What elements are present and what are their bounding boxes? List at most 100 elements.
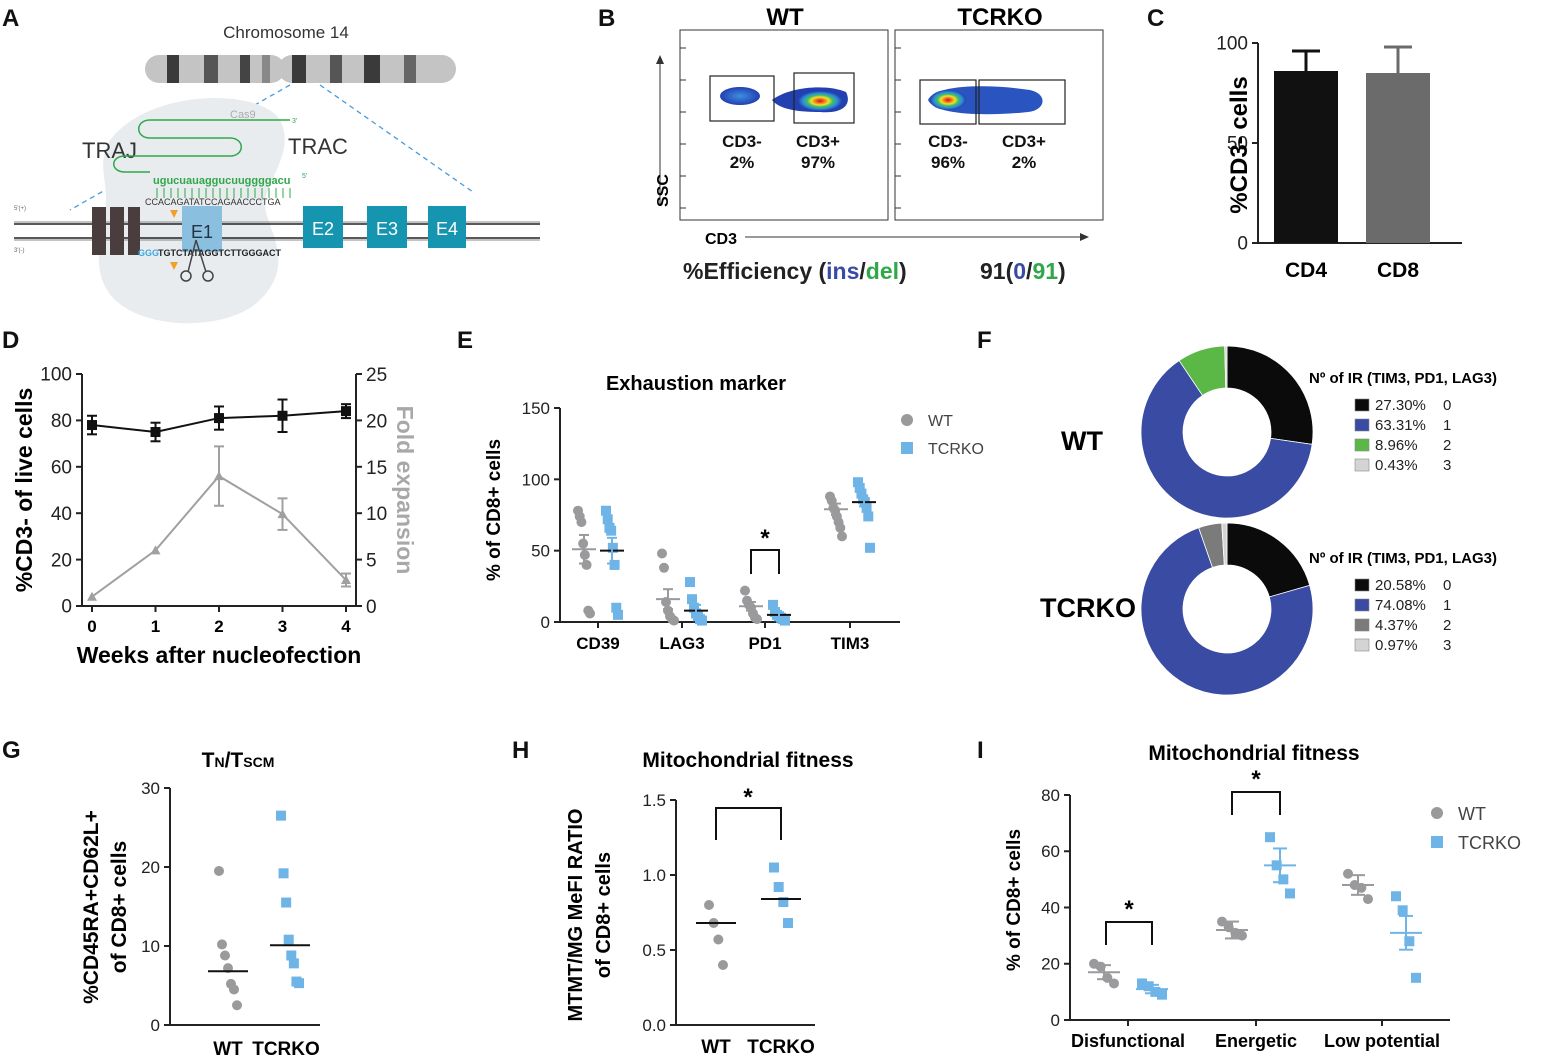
e-tcrko-point xyxy=(856,488,867,499)
e-tcrko-point xyxy=(606,525,617,536)
d-cd3-point xyxy=(150,427,161,437)
e-tcrko-point xyxy=(854,482,865,493)
e-tcrko-point xyxy=(685,577,695,588)
i-tcrko-point xyxy=(1397,905,1408,916)
bottom-sequence: TGTCTATAGGTCTTGGGACT xyxy=(158,248,281,258)
e-x-label: PD1 xyxy=(748,634,781,653)
exon-e1-label: E1 xyxy=(191,222,213,242)
f-tcrko-slice-3 xyxy=(1221,522,1228,566)
cut-marker-top xyxy=(170,210,178,218)
sgrna-5prime: 5' xyxy=(302,173,307,180)
efficiency-label: %Efficiency (ins/del) xyxy=(683,258,907,284)
i-tcrko-point xyxy=(1137,978,1147,989)
c-ytick-label: 50 xyxy=(1227,134,1248,155)
i-ytick-label: 80 xyxy=(1041,786,1060,805)
e-tcrko-point xyxy=(601,505,611,516)
d-cd3-point xyxy=(341,406,351,417)
wt-gate-neg-label: CD3- xyxy=(722,132,762,151)
g-point xyxy=(278,868,289,879)
h-x-label: TCRKO xyxy=(747,1037,815,1058)
e-tcrko-point xyxy=(602,514,613,525)
wt-gate-pos-label: CD3+ xyxy=(796,132,840,151)
d-y2-axis-label: Fold expansion xyxy=(392,406,418,575)
exon-e1 xyxy=(182,206,222,252)
panel-letter-c: C xyxy=(1147,5,1164,32)
g-title-part: /T xyxy=(225,749,244,772)
e-ytick-label: 100 xyxy=(522,470,550,489)
f-legend-pct: 27.30% xyxy=(1375,397,1426,414)
cd3-arrowhead xyxy=(1080,233,1089,241)
d-cd3-point xyxy=(277,410,288,421)
h-point xyxy=(778,897,789,907)
e-significance-bracket xyxy=(750,549,780,574)
f-wt-label: WT xyxy=(1061,426,1103,456)
strand-top-label: 5'(+) xyxy=(14,206,26,212)
d-fold-point xyxy=(150,545,161,555)
panel-letter-g: G xyxy=(2,737,21,764)
exon-e4-label: E4 xyxy=(436,219,458,239)
e-ytick-label: 50 xyxy=(531,542,550,561)
panel-c-bar-chart: 0 50 100 CD4 CD8 %CD3- cells xyxy=(1216,34,1462,282)
f-legend-swatch xyxy=(1354,398,1370,412)
f-legend-swatch xyxy=(1354,618,1370,632)
d-ytick-label: 20 xyxy=(51,550,72,571)
g-x-label: TCRKO xyxy=(252,1039,320,1058)
g-point xyxy=(281,897,292,908)
i-significance-star-1: * xyxy=(1124,896,1134,923)
e-tcrko-point xyxy=(863,511,874,522)
flow-wt-plot-frame xyxy=(679,29,889,221)
e-title: Exhaustion marker xyxy=(606,373,786,395)
i-tcrko-point xyxy=(1285,888,1295,899)
d-cd3-point xyxy=(214,413,224,424)
panel-i-scatter: Mitochondrial fitness 0 20 40 60 80 Disfunctio… xyxy=(1004,742,1521,1051)
e-ytick-label: 0 xyxy=(541,613,550,632)
f-tcrko-label: TCRKO xyxy=(1040,593,1136,623)
g-title-part: SCM xyxy=(243,754,274,770)
h-ytick-label: 1.0 xyxy=(642,866,666,885)
i-x-label: Low potential xyxy=(1324,1031,1440,1051)
h-point xyxy=(773,882,784,892)
f-wt-slice-0 xyxy=(1226,345,1314,445)
e-tcrko-point xyxy=(780,615,790,626)
f-wt-slice-3 xyxy=(1224,345,1228,389)
e-wt-point xyxy=(740,585,750,596)
i-tcrko-point xyxy=(1411,972,1421,983)
c-bar-cd4 xyxy=(1274,71,1338,243)
panel-e-exhaustion-chart: Exhaustion marker 0 50 100 150 CD39 LAG3 PD1 TIM… xyxy=(484,373,984,653)
e-x-label: CD39 xyxy=(576,634,619,653)
d-y2tick-label: 25 xyxy=(366,365,387,386)
h-y-axis-label-2: of CD8+ cells xyxy=(593,852,615,978)
d-fold-point xyxy=(277,509,288,519)
d-ytick-label: 0 xyxy=(61,597,72,618)
c-x-label: CD4 xyxy=(1285,259,1327,282)
e-ytick-label: 150 xyxy=(522,399,550,418)
e-tcrko-point xyxy=(687,594,697,605)
g-point xyxy=(217,939,227,950)
d-y2tick-label: 10 xyxy=(366,504,387,525)
i-tcrko-point xyxy=(1143,981,1154,992)
d-ytick-label: 40 xyxy=(51,504,72,525)
flow-wt-title: WT xyxy=(766,4,804,31)
panel-d-line-chart: 0 20 40 60 80 100 0 5 10 15 20 25 0 1 2 3 4 %CD3- of live… xyxy=(11,365,418,668)
panel-a-schematic: Chromosome 14 Cas9 TRAJ TRAC 3' ugucuaua… xyxy=(14,23,540,324)
e-wt-point xyxy=(837,531,847,542)
g-point xyxy=(232,1000,242,1011)
cas9-label: Cas9 xyxy=(230,109,256,121)
c-x-label: CD8 xyxy=(1377,259,1419,282)
f-legend-pct: 20.58% xyxy=(1375,577,1426,594)
e-tcrko-point xyxy=(613,609,623,620)
g-point xyxy=(214,865,224,876)
d-y-axis-label: %CD3- of live cells xyxy=(11,388,37,593)
c-y-axis-label: %CD3- cells xyxy=(1226,76,1253,213)
f-legend-name: 1 xyxy=(1443,417,1451,434)
i-tcrko-point xyxy=(1278,874,1289,885)
i-tcrko-point xyxy=(1391,891,1401,902)
d-xtick-label: 1 xyxy=(151,617,160,636)
d-cd3-point xyxy=(87,420,97,431)
cut-marker-bottom xyxy=(170,262,178,270)
f-legend-name: 3 xyxy=(1443,637,1451,654)
traj-block-2 xyxy=(110,207,124,255)
i-significance-star-2: * xyxy=(1251,766,1261,793)
i-wt-point xyxy=(1237,930,1247,941)
d-x-axis-label: Weeks after nucleofection xyxy=(77,642,362,668)
